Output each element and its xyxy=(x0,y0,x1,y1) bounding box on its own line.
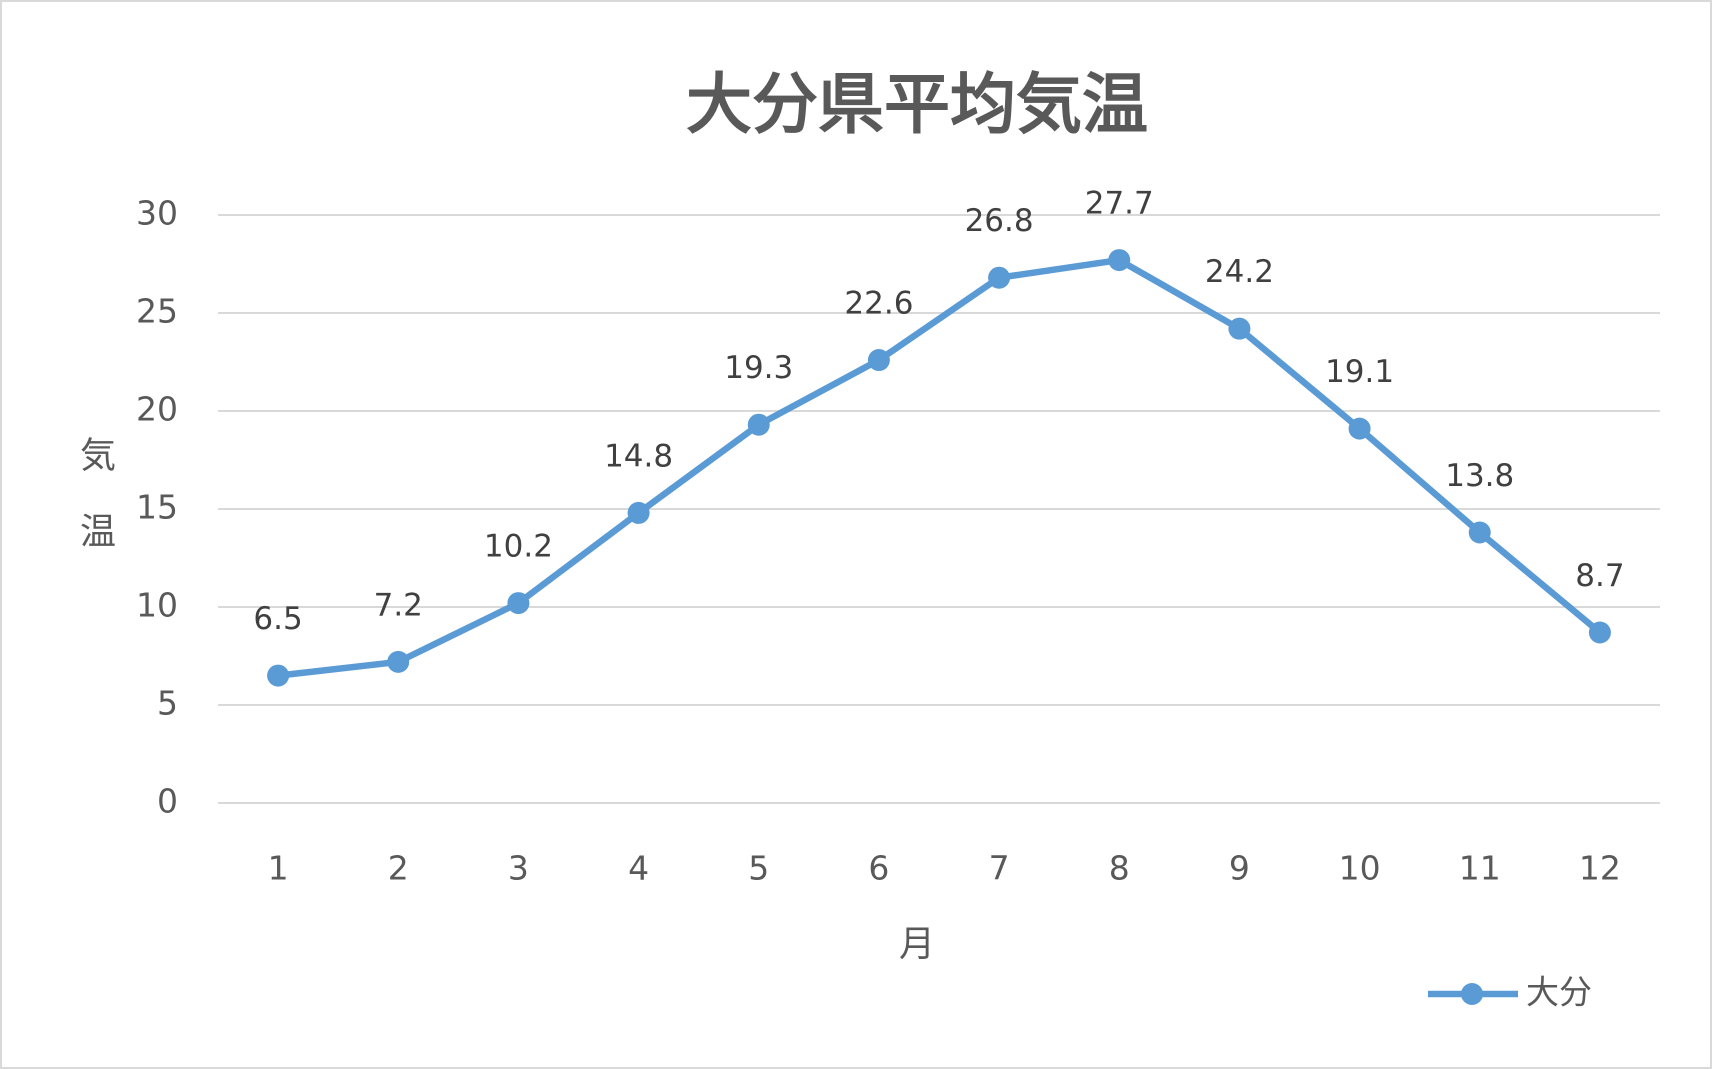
y-tick-label: 10 xyxy=(136,586,178,625)
point xyxy=(507,592,530,615)
data-label: 19.3 xyxy=(724,350,793,386)
x-tick-label: 6 xyxy=(868,849,889,888)
data-label: 10.2 xyxy=(484,529,553,565)
point xyxy=(1228,317,1251,340)
y-tick-label: 0 xyxy=(157,782,178,821)
data-label: 8.7 xyxy=(1575,558,1624,594)
legend-marker xyxy=(1461,983,1483,1005)
x-tick-label: 12 xyxy=(1579,849,1621,888)
y-tick-label: 30 xyxy=(136,194,178,233)
point xyxy=(387,650,410,673)
point xyxy=(988,266,1011,289)
data-label: 6.5 xyxy=(253,601,302,637)
data-label: 24.2 xyxy=(1205,254,1274,290)
point xyxy=(1468,521,1491,544)
data-label: 27.7 xyxy=(1085,186,1154,222)
point xyxy=(1108,249,1131,272)
x-tick-label: 2 xyxy=(388,849,409,888)
point xyxy=(1348,417,1371,440)
x-axis-label: 月 xyxy=(899,924,935,965)
x-tick-label: 3 xyxy=(508,849,529,888)
data-label: 13.8 xyxy=(1445,458,1514,494)
x-tick-label: 8 xyxy=(1109,849,1130,888)
series-line xyxy=(277,256,1602,679)
y-tick-label: 25 xyxy=(136,292,178,331)
x-tick-label: 1 xyxy=(268,849,289,888)
point xyxy=(1588,621,1611,644)
x-tick-label: 5 xyxy=(748,849,769,888)
point xyxy=(627,501,650,524)
data-label: 22.6 xyxy=(844,286,913,322)
point xyxy=(267,664,290,687)
y-tick-label: 15 xyxy=(136,488,178,527)
x-tick-label: 9 xyxy=(1229,849,1250,888)
data-label: 7.2 xyxy=(374,587,423,623)
point xyxy=(747,413,770,436)
x-tick-label: 4 xyxy=(628,849,649,888)
data-label: 14.8 xyxy=(604,438,673,474)
chart-title: 大分県平均気温 xyxy=(686,66,1148,143)
point xyxy=(867,349,890,372)
data-label: 26.8 xyxy=(965,203,1034,239)
x-tick-label: 11 xyxy=(1459,849,1501,888)
x-tick-label: 10 xyxy=(1339,849,1381,888)
legend-label: 大分 xyxy=(1526,973,1592,1012)
y-tick-label: 5 xyxy=(157,684,178,723)
y-tick-label: 20 xyxy=(136,390,178,429)
y-axis-label: 気温 xyxy=(74,436,115,588)
x-tick-label: 7 xyxy=(989,849,1010,888)
data-label: 19.1 xyxy=(1325,354,1394,390)
